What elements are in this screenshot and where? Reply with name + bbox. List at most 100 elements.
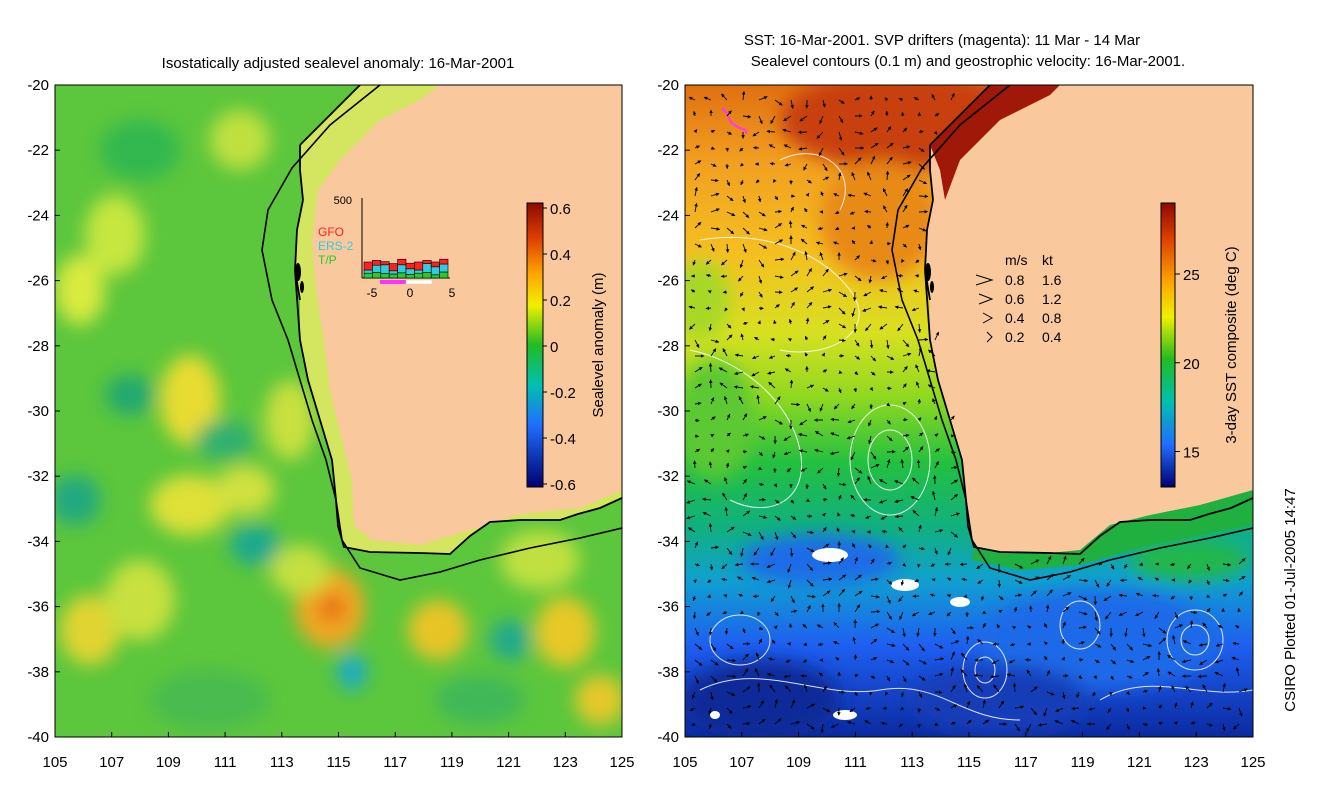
velocity-vector — [830, 417, 840, 422]
velocity-vector — [918, 432, 924, 437]
velocity-vector — [710, 691, 714, 701]
velocity-vector — [806, 403, 812, 412]
velocity-vector — [758, 243, 768, 249]
velocity-vector — [738, 275, 744, 282]
velocity-vector — [886, 339, 890, 349]
velocity-vector — [818, 672, 824, 677]
velocity-vector — [1030, 590, 1037, 597]
velocity-vector — [1235, 624, 1240, 629]
velocity-vector — [822, 369, 828, 373]
velocity-vector — [806, 703, 816, 709]
velocity-vector — [708, 362, 713, 373]
velocity-vector — [1055, 707, 1064, 712]
inset-bar-gfo — [422, 260, 432, 264]
velocity-vector — [817, 642, 824, 647]
sla-colorbar-tick-label: 0.2 — [550, 293, 571, 310]
velocity-vector — [854, 604, 861, 613]
velocity-vector — [774, 698, 779, 709]
velocity-vector — [790, 699, 796, 709]
velocity-vector — [725, 147, 729, 152]
velocity-vector — [886, 459, 891, 469]
velocity-vector — [783, 435, 792, 441]
velocity-vector — [689, 323, 696, 330]
velocity-vector — [886, 402, 891, 407]
velocity-vector — [790, 301, 795, 309]
sla-colorbar-tick-label: 0.4 — [550, 247, 571, 264]
velocity-vector — [774, 257, 785, 262]
velocity-vector — [835, 657, 840, 661]
velocity-vector — [1062, 592, 1072, 597]
velocity-vector — [710, 178, 719, 183]
velocity-vector — [1125, 707, 1130, 713]
velocity-vector — [879, 323, 888, 330]
lat-tick-label: -28 — [657, 338, 679, 355]
velocity-vector — [901, 258, 905, 263]
velocity-vector — [766, 579, 776, 584]
velocity-vector — [710, 348, 717, 357]
velocity-vector — [950, 479, 959, 485]
velocity-vector — [851, 226, 856, 230]
velocity-vector — [900, 459, 904, 469]
velocity-vector — [870, 155, 876, 165]
velocity-vector — [694, 627, 699, 636]
velocity-vector — [918, 163, 925, 170]
velocity-vector — [865, 706, 872, 711]
velocity-vector — [902, 339, 910, 348]
velocity-vector — [742, 479, 747, 485]
inset-bar-tp — [380, 273, 390, 279]
velocity-vector — [963, 683, 968, 693]
inset-bar-ers — [363, 269, 373, 274]
velocity-vector — [946, 611, 952, 617]
velocity-vector — [838, 494, 842, 501]
velocity-vector — [1014, 593, 1022, 598]
velocity-vector — [817, 226, 824, 231]
velocity-vector — [934, 448, 940, 453]
velocity-vector — [768, 657, 776, 661]
velocity-vector — [902, 562, 907, 567]
lat-tick-label: -32 — [27, 468, 49, 485]
svp-drifter-track — [721, 107, 748, 135]
velocity-vector — [710, 339, 720, 344]
lat-tick-label: -22 — [657, 142, 679, 159]
sst-colorbar-ticks: 25 20 15 — [1175, 267, 1200, 462]
velocity-vector — [1110, 563, 1115, 570]
velocity-vector — [720, 274, 728, 279]
velocity-vector — [902, 446, 910, 453]
velocity-vector — [710, 208, 720, 213]
velocity-vector — [1118, 593, 1128, 598]
velocity-vector — [1238, 575, 1246, 581]
velocity-vector — [916, 459, 921, 469]
velocity-vector — [1014, 563, 1024, 569]
velocity-vector — [899, 611, 904, 621]
velocity-vector — [692, 611, 697, 620]
velocity-vector — [884, 97, 889, 102]
velocity-vector — [790, 595, 795, 604]
velocity-legend-kt: 1.2 — [1042, 291, 1062, 307]
velocity-vector — [726, 723, 732, 729]
velocity-vector — [854, 97, 861, 101]
velocity-vector — [769, 161, 776, 166]
velocity-vector — [754, 667, 760, 677]
velocity-vector — [822, 176, 830, 181]
velocity-vector — [950, 92, 955, 101]
velocity-vector — [726, 658, 737, 663]
velocity-vector — [686, 480, 696, 485]
velocity-vector — [851, 240, 856, 245]
velocity-vector — [774, 718, 782, 725]
velocity-vector — [834, 210, 840, 215]
velocity-vector — [886, 675, 891, 682]
velocity-vector — [766, 563, 776, 568]
velocity-vector — [817, 467, 824, 474]
velocity-vector — [822, 483, 827, 490]
velocity-vector — [710, 192, 720, 197]
velocity-vector — [726, 707, 733, 714]
velocity-vector — [694, 173, 701, 181]
lat-tick-label: -36 — [657, 599, 679, 616]
lon-tick-label: 119 — [440, 754, 464, 771]
velocity-vector — [918, 194, 929, 199]
velocity-vector — [833, 241, 840, 245]
velocity-vector — [1142, 655, 1151, 661]
velocity-vector — [1046, 555, 1052, 565]
velocity-vector — [894, 499, 904, 504]
velocity-vector — [934, 461, 939, 469]
